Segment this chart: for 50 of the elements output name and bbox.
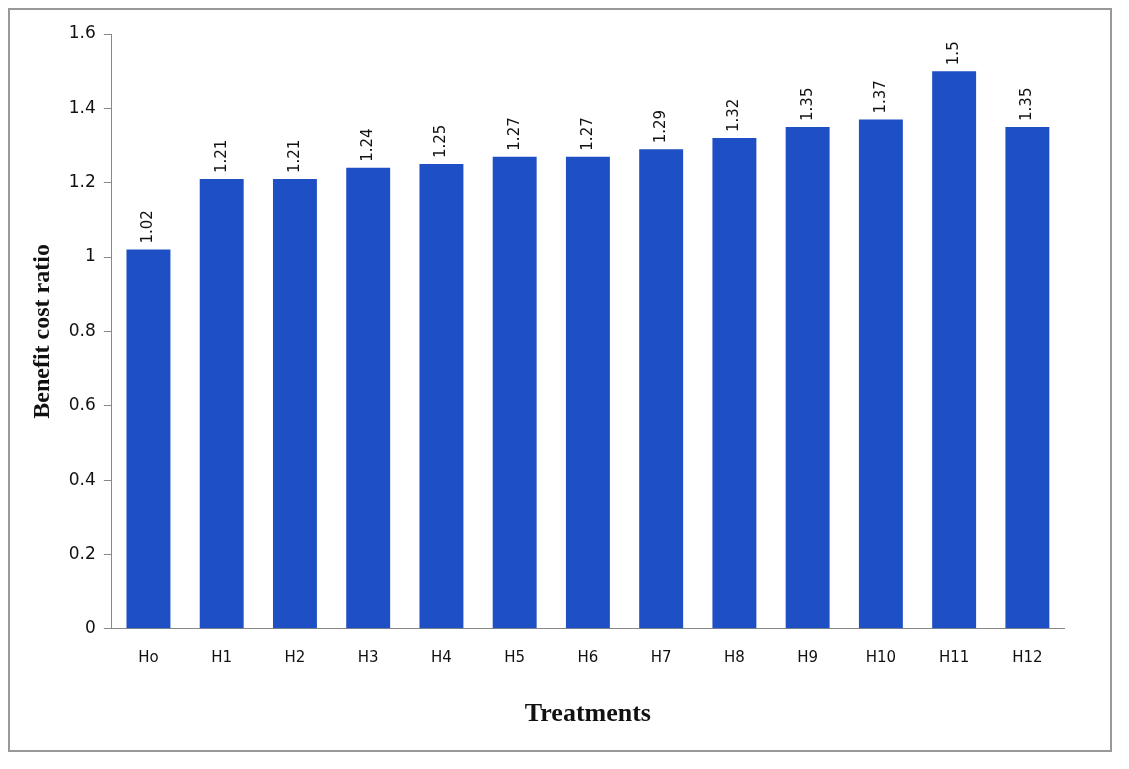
- x-tick-label: H7: [650, 647, 672, 666]
- bar: [419, 164, 464, 629]
- y-tick-label: 1.2: [68, 171, 96, 192]
- data-label: 1.35: [1017, 87, 1036, 121]
- x-tick-label: H5: [504, 647, 526, 666]
- y-tick-label: 0.2: [68, 542, 96, 563]
- x-tick-label: Ho: [138, 647, 159, 666]
- data-label: 1.29: [651, 109, 670, 144]
- x-tick-label: H8: [723, 647, 745, 666]
- data-label: 1.5: [944, 41, 963, 66]
- data-label: 1.32: [724, 98, 743, 133]
- x-tick-label: H10: [865, 647, 897, 666]
- bar: [199, 178, 244, 629]
- bar: [272, 178, 317, 629]
- data-label: 1.35: [797, 87, 816, 121]
- bar: [126, 249, 171, 629]
- bar: [346, 167, 391, 629]
- y-tick-label: 1: [85, 245, 96, 266]
- y-tick-label: 1.6: [68, 22, 96, 43]
- x-tick-label: H4: [431, 647, 452, 666]
- bar: [712, 138, 757, 629]
- bar: [858, 119, 903, 629]
- bar: [639, 149, 684, 629]
- x-tick-label: H1: [211, 647, 233, 666]
- data-label: 1.27: [577, 117, 596, 151]
- data-label: 1.27: [504, 117, 523, 151]
- y-tick-label: 0.8: [68, 319, 96, 340]
- data-label: 1.25: [431, 124, 450, 159]
- x-tick-label: H9: [797, 647, 819, 666]
- y-tick-label: 0.6: [68, 394, 96, 415]
- data-label: 1.24: [358, 128, 377, 162]
- data-label: 1.02: [138, 210, 157, 244]
- data-label: 1.21: [284, 139, 303, 173]
- bar: [932, 71, 977, 629]
- x-tick-label: H6: [577, 647, 599, 666]
- x-tick-label: H3: [357, 647, 379, 666]
- bar: [785, 126, 830, 629]
- y-axis-title: Benefit cost ratio: [27, 244, 54, 419]
- x-tick-label: H2: [284, 647, 306, 666]
- bar: [565, 156, 610, 629]
- data-label: 1.37: [870, 80, 889, 114]
- bar: [1005, 126, 1050, 629]
- y-tick-label: 0.4: [68, 468, 96, 489]
- bar: [492, 156, 537, 629]
- data-label: 1.21: [211, 139, 230, 173]
- x-tick-label: H11: [938, 647, 970, 666]
- y-tick-label: 1.4: [68, 96, 96, 117]
- x-axis-title: Treatments: [524, 698, 651, 728]
- x-tick-label: H12: [1012, 647, 1043, 666]
- y-tick-label: 0: [85, 617, 96, 638]
